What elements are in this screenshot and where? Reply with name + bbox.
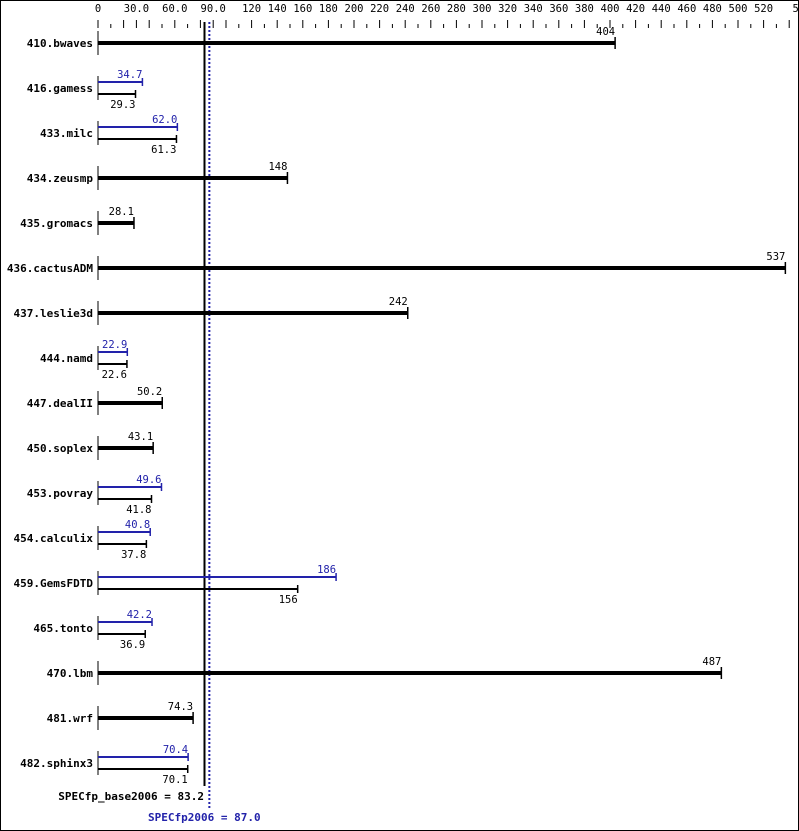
x-tick-label: 420 bbox=[626, 3, 645, 15]
benchmark-row: 437.leslie3d 242 bbox=[14, 296, 409, 325]
x-tick-label: 340 bbox=[524, 3, 543, 15]
benchmark-row: 434.zeusmp 148 bbox=[27, 161, 289, 190]
benchmark-label: 447.dealII bbox=[27, 397, 93, 410]
benchmark-row: 416.gamess 34.7 29.3 bbox=[27, 69, 144, 111]
base-value-label: 156 bbox=[279, 594, 298, 606]
base-value-label: 29.3 bbox=[110, 99, 135, 111]
benchmark-row: 454.calculix 40.8 37.8 bbox=[14, 519, 151, 561]
x-tick-label: 0 bbox=[95, 3, 101, 15]
benchmark-label: 450.soplex bbox=[27, 442, 94, 455]
base-value-label: 43.1 bbox=[128, 431, 153, 443]
benchmark-row: 465.tonto 42.2 36.9 bbox=[33, 609, 153, 651]
base-value-label: 41.8 bbox=[126, 504, 151, 516]
x-tick-label: 140 bbox=[268, 3, 287, 15]
benchmark-row: 470.lbm 487 bbox=[47, 656, 723, 685]
benchmark-label: 435.gromacs bbox=[20, 217, 93, 230]
x-tick-label: 300 bbox=[473, 3, 492, 15]
base-value-label: 487 bbox=[702, 656, 721, 668]
benchmark-label: 482.sphinx3 bbox=[20, 757, 93, 770]
benchmark-label: 433.milc bbox=[40, 127, 93, 140]
peak-score-label: SPECfp2006 = 87.0 bbox=[148, 811, 261, 824]
x-tick-label: 60.0 bbox=[162, 3, 187, 15]
benchmark-label: 481.wrf bbox=[47, 712, 93, 725]
base-score-label: SPECfp_base2006 = 83.2 bbox=[58, 790, 204, 803]
x-tick-label: 460 bbox=[677, 3, 696, 15]
x-tick-label: 320 bbox=[498, 3, 517, 15]
x-tick-label: 550 bbox=[793, 3, 799, 15]
benchmark-label: 437.leslie3d bbox=[14, 307, 93, 320]
benchmark-label: 416.gamess bbox=[27, 82, 93, 95]
benchmark-row: 444.namd 22.9 22.6 bbox=[40, 339, 129, 381]
x-tick-label: 360 bbox=[549, 3, 568, 15]
benchmark-label: 444.namd bbox=[40, 352, 93, 365]
peak-value-label: 62.0 bbox=[152, 114, 177, 126]
peak-value-label: 70.4 bbox=[163, 744, 188, 756]
x-tick-label: 120 bbox=[242, 3, 261, 15]
benchmark-label: 465.tonto bbox=[33, 622, 93, 635]
benchmark-label: 459.GemsFDTD bbox=[14, 577, 94, 590]
base-value-label: 537 bbox=[766, 251, 785, 263]
base-value-label: 22.6 bbox=[102, 369, 127, 381]
x-axis: 0 30.0 60.0 90.0 120 140 160 180 200 220 240 260 280… bbox=[95, 3, 799, 28]
peak-value-label: 42.2 bbox=[127, 609, 152, 621]
benchmark-row: 481.wrf 74.3 bbox=[47, 701, 194, 730]
peak-value-label: 49.6 bbox=[136, 474, 161, 486]
base-value-label: 74.3 bbox=[168, 701, 193, 713]
bars: 410.bwaves 404 416.gamess 34.7 29.3 433.milc 6… bbox=[7, 26, 787, 786]
benchmark-row: 436.cactusADM 537 bbox=[7, 251, 787, 280]
x-tick-label: 180 bbox=[319, 3, 338, 15]
benchmark-label: 436.cactusADM bbox=[7, 262, 93, 275]
base-value-label: 50.2 bbox=[137, 386, 162, 398]
base-value-label: 70.1 bbox=[162, 774, 187, 786]
benchmark-row: 482.sphinx3 70.4 70.1 bbox=[20, 744, 189, 786]
base-value-label: 242 bbox=[389, 296, 408, 308]
benchmark-row: 435.gromacs 28.1 bbox=[20, 206, 135, 235]
base-value-label: 37.8 bbox=[121, 549, 146, 561]
base-value-label: 148 bbox=[268, 161, 287, 173]
benchmark-row: 447.dealII 50.2 bbox=[27, 386, 164, 415]
x-tick-label: 90.0 bbox=[201, 3, 226, 15]
x-tick-label: 400 bbox=[601, 3, 620, 15]
x-tick-label: 440 bbox=[652, 3, 671, 15]
base-value-label: 28.1 bbox=[109, 206, 134, 218]
base-value-label: 61.3 bbox=[151, 144, 176, 156]
benchmark-row: 453.povray 49.6 41.8 bbox=[27, 474, 163, 516]
x-tick-label: 280 bbox=[447, 3, 466, 15]
x-tick-label: 240 bbox=[396, 3, 415, 15]
benchmark-label: 453.povray bbox=[27, 487, 94, 500]
base-value-label: 404 bbox=[596, 26, 615, 38]
peak-value-label: 22.9 bbox=[102, 339, 127, 351]
benchmark-row: 450.soplex 43.1 bbox=[27, 431, 154, 460]
reference-lines bbox=[203, 22, 211, 808]
peak-value-label: 40.8 bbox=[125, 519, 150, 531]
x-tick-label: 30.0 bbox=[124, 3, 149, 15]
benchmark-row: 459.GemsFDTD 186 156 bbox=[14, 564, 337, 606]
x-tick-label: 500 bbox=[729, 3, 748, 15]
x-tick-label: 160 bbox=[293, 3, 312, 15]
benchmark-label: 470.lbm bbox=[47, 667, 94, 680]
base-value-label: 36.9 bbox=[120, 639, 145, 651]
x-tick-label: 220 bbox=[370, 3, 389, 15]
benchmark-label: 454.calculix bbox=[14, 532, 94, 545]
x-tick-label: 260 bbox=[421, 3, 440, 15]
benchmark-row: 410.bwaves 404 bbox=[27, 26, 616, 55]
x-tick-label: 200 bbox=[345, 3, 364, 15]
x-tick-label: 520 bbox=[754, 3, 773, 15]
peak-value-label: 186 bbox=[317, 564, 336, 576]
benchmark-row: 433.milc 62.0 61.3 bbox=[40, 114, 179, 156]
x-tick-label: 380 bbox=[575, 3, 594, 15]
x-tick-label: 480 bbox=[703, 3, 722, 15]
benchmark-label: 434.zeusmp bbox=[27, 172, 94, 185]
peak-value-label: 34.7 bbox=[117, 69, 142, 81]
benchmark-label: 410.bwaves bbox=[27, 37, 93, 50]
